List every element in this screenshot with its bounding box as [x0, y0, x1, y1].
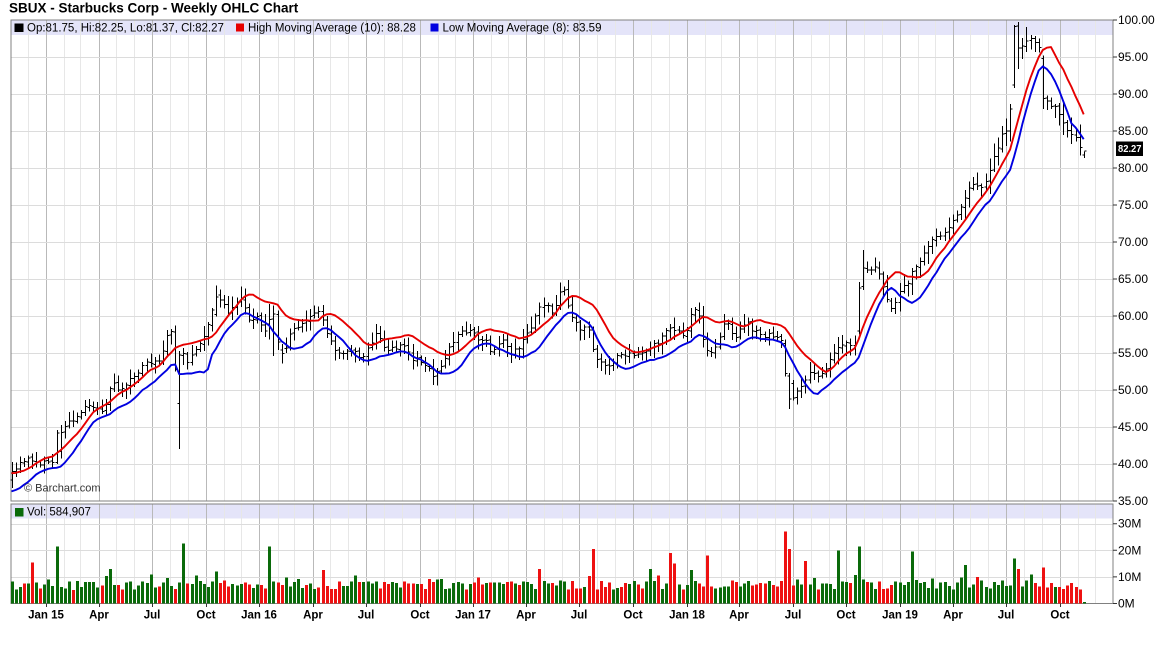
svg-text:100.00: 100.00	[1118, 13, 1155, 27]
svg-text:Oct: Oct	[1050, 610, 1069, 622]
svg-text:Oct: Oct	[410, 610, 429, 622]
svg-text:Apr: Apr	[303, 610, 323, 622]
svg-text:90.00: 90.00	[1118, 87, 1148, 101]
svg-text:Apr: Apr	[943, 610, 963, 622]
svg-text:10M: 10M	[1118, 570, 1141, 584]
svg-text:Apr: Apr	[89, 610, 109, 622]
svg-text:Oct: Oct	[196, 610, 215, 622]
svg-text:45.00: 45.00	[1118, 420, 1148, 434]
svg-text:70.00: 70.00	[1118, 235, 1148, 249]
svg-text:Jan 15: Jan 15	[28, 610, 64, 622]
svg-text:50.00: 50.00	[1118, 383, 1148, 397]
svg-text:40.00: 40.00	[1118, 457, 1148, 471]
svg-text:85.00: 85.00	[1118, 124, 1148, 138]
svg-text:Jul: Jul	[785, 610, 802, 622]
svg-text:60.00: 60.00	[1118, 309, 1148, 323]
svg-text:Vol: 584,907: Vol: 584,907	[27, 507, 91, 519]
svg-text:Apr: Apr	[729, 610, 749, 622]
svg-text:SBUX - Starbucks Corp - Weekly: SBUX - Starbucks Corp - Weekly OHLC Char…	[9, 1, 299, 16]
svg-text:80.00: 80.00	[1118, 161, 1148, 175]
svg-text:Low Moving Average (8): 83.59: Low Moving Average (8): 83.59	[443, 23, 602, 35]
svg-text:75.00: 75.00	[1118, 198, 1148, 212]
svg-text:Jan 16: Jan 16	[241, 610, 277, 622]
svg-text:95.00: 95.00	[1118, 50, 1148, 64]
svg-text:0M: 0M	[1118, 597, 1135, 611]
svg-text:82.27: 82.27	[1118, 143, 1142, 155]
svg-text:© Barchart.com: © Barchart.com	[24, 483, 101, 495]
svg-text:Jul: Jul	[998, 610, 1015, 622]
svg-text:65.00: 65.00	[1118, 272, 1148, 286]
svg-text:Jan 19: Jan 19	[882, 610, 918, 622]
svg-text:Oct: Oct	[836, 610, 855, 622]
svg-text:Jul: Jul	[571, 610, 588, 622]
svg-text:Apr: Apr	[516, 610, 536, 622]
svg-text:Jul: Jul	[144, 610, 161, 622]
svg-text:Op:81.75, Hi:82.25, Lo:81.37,: Op:81.75, Hi:82.25, Lo:81.37, Cl:82.27	[27, 23, 224, 35]
svg-text:30M: 30M	[1118, 517, 1141, 531]
svg-text:Jul: Jul	[358, 610, 375, 622]
svg-text:20M: 20M	[1118, 543, 1141, 557]
svg-text:35.00: 35.00	[1118, 494, 1148, 508]
svg-text:55.00: 55.00	[1118, 346, 1148, 360]
svg-text:Oct: Oct	[623, 610, 642, 622]
svg-text:Jan 17: Jan 17	[455, 610, 491, 622]
svg-text:High Moving Average (10): 88.2: High Moving Average (10): 88.28	[248, 23, 416, 35]
svg-text:Jan 18: Jan 18	[669, 610, 705, 622]
